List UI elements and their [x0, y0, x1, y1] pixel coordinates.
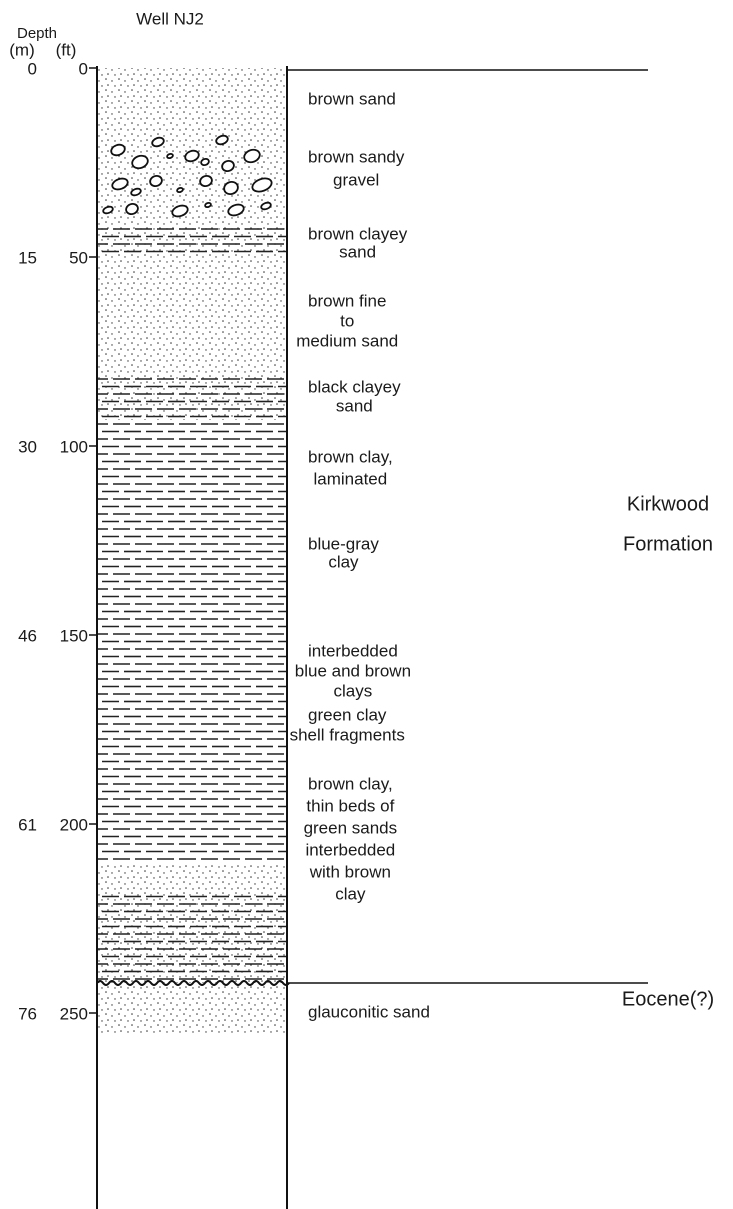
depth-m: 61 — [18, 815, 37, 834]
layer-description: with brown — [309, 862, 391, 881]
layer-description: laminated — [314, 469, 388, 488]
sand-pattern — [97, 985, 287, 1035]
depth-ft: 200 — [60, 815, 88, 834]
sand-pattern — [97, 68, 287, 375]
clay-pattern — [97, 375, 287, 865]
layer-description: brown sand — [308, 89, 396, 108]
depth-m: 76 — [18, 1004, 37, 1023]
layer-description: green clay — [308, 705, 387, 724]
depth-ft: 250 — [60, 1004, 88, 1023]
layer-description: brown clay, — [308, 774, 393, 793]
unit-label: (m) — [9, 40, 34, 59]
clayey-pattern — [97, 890, 287, 980]
formation-name: Formation — [623, 533, 713, 555]
formation-name: Eocene(?) — [622, 988, 714, 1010]
layer-description: thin beds of — [306, 796, 394, 815]
layer-description: interbedded — [308, 641, 398, 660]
depth-ft: 50 — [69, 248, 88, 267]
well-log: Well NJ2 Depth (m) (ft) 0 0 15 50 30 100 46 150… — [0, 0, 733, 1209]
depth-ft: 150 — [60, 626, 88, 645]
depth-ft: 100 — [60, 437, 88, 456]
unit-label: (ft) — [56, 40, 77, 59]
layer-description: brown sandy — [308, 147, 405, 166]
layer-description: sand — [336, 396, 373, 415]
layer-description: clay — [335, 884, 366, 903]
layer-description: green sands — [304, 818, 398, 837]
layer-description: clays — [334, 681, 373, 700]
formation-name: Kirkwood — [627, 493, 709, 515]
layer-description: sand — [339, 242, 376, 261]
layer-description: black clayey — [308, 377, 401, 396]
depth-m: 15 — [18, 248, 37, 267]
lithology — [97, 68, 289, 1035]
layer-description: glauconitic sand — [308, 1002, 430, 1021]
layer-description: brown clay, — [308, 447, 393, 466]
depth-label: Depth — [17, 25, 57, 42]
layer-description: brown fine — [308, 291, 386, 310]
depth-ft: 0 — [79, 59, 88, 78]
depth-m: 0 — [28, 59, 37, 78]
layer-description: to — [340, 311, 354, 330]
well-name: Well NJ2 — [136, 9, 204, 28]
clayey-pattern — [97, 225, 287, 253]
layer-description: gravel — [333, 170, 379, 189]
layer-description: blue-gray — [308, 534, 379, 553]
layer-description: medium sand — [296, 331, 398, 350]
layer-description: clay — [328, 552, 359, 571]
layer-description: interbedded — [305, 840, 395, 859]
depth-m: 46 — [18, 626, 37, 645]
depth-m: 30 — [18, 437, 37, 456]
layer-description: shell fragments — [290, 725, 405, 744]
layer-description: blue and brown — [295, 661, 411, 680]
layer-description: brown clayey — [308, 224, 408, 243]
sand-pattern — [97, 375, 287, 420]
